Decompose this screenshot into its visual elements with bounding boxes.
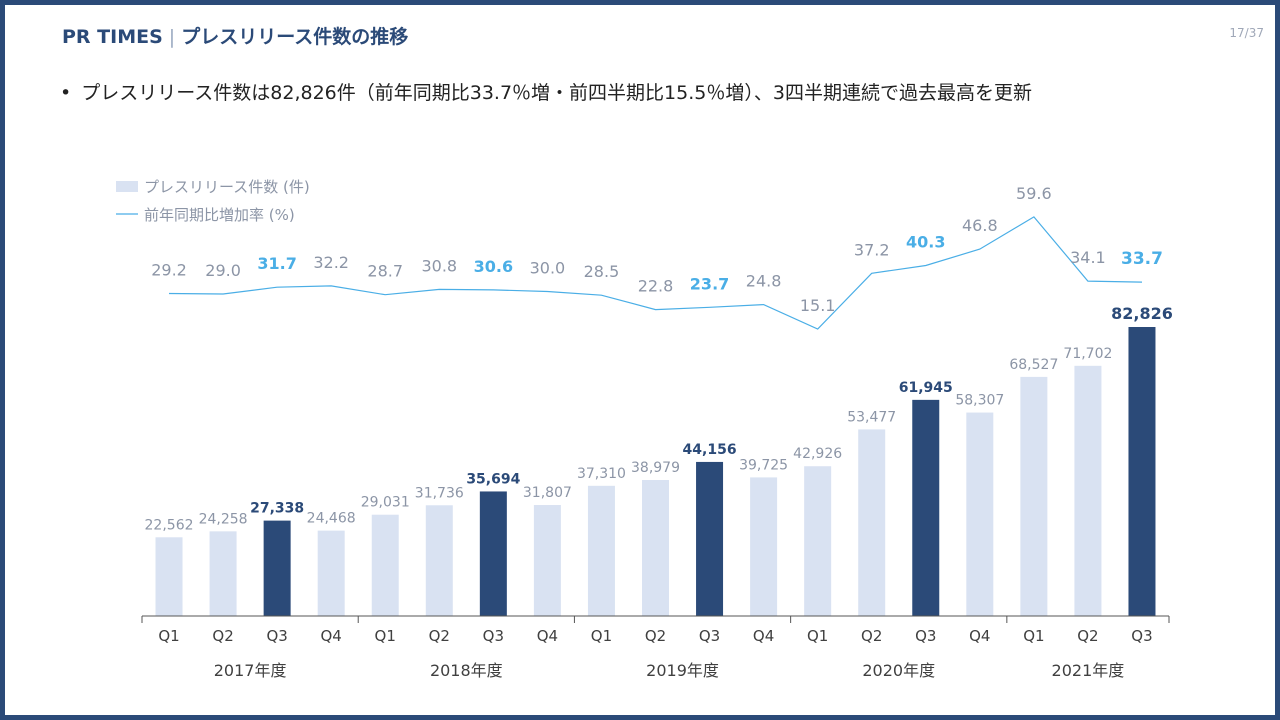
bar [750, 477, 778, 616]
rate-value-label: 22.8 [638, 277, 674, 296]
quarter-tick-label: Q4 [969, 627, 990, 645]
rate-value-label: 40.3 [906, 232, 945, 251]
rate-value-label: 37.2 [854, 240, 890, 259]
bar [966, 412, 994, 616]
rate-value-label: 30.6 [474, 257, 513, 276]
rate-value-label: 34.1 [1070, 248, 1106, 267]
quarter-tick-label: Q3 [483, 627, 504, 645]
bar [533, 505, 561, 616]
year-label: 2019年度 [646, 661, 719, 680]
rate-value-label: 59.6 [1016, 184, 1052, 203]
quarter-tick-label: Q2 [645, 627, 666, 645]
quarter-tick-label: Q2 [1077, 627, 1098, 645]
bar-value-label: 27,338 [250, 501, 304, 517]
quarter-tick-label: Q1 [375, 627, 396, 645]
quarter-tick-label: Q2 [429, 627, 450, 645]
rate-value-label: 46.8 [962, 216, 998, 235]
slide-title: プレスリリース件数の推移 [181, 26, 409, 48]
quarter-tick-label: Q4 [753, 627, 774, 645]
year-label: 2020年度 [862, 661, 935, 680]
quarter-tick-label: Q2 [212, 627, 233, 645]
legend-line-label: 前年同期比増加率 (%) [144, 206, 295, 224]
bar-value-label: 31,807 [523, 485, 572, 501]
rate-value-label: 15.1 [800, 296, 836, 315]
summary-text: プレスリリース件数は82,826件（前年同期比33.7％増・前四半期比15.5％… [81, 82, 1032, 104]
quarter-tick-label: Q3 [266, 627, 287, 645]
rate-value-label: 31.7 [257, 254, 296, 273]
quarter-tick-label: Q1 [807, 627, 828, 645]
rate-value-label: 24.8 [746, 272, 782, 291]
rate-value-label: 30.8 [421, 256, 457, 275]
year-label: 2017年度 [214, 661, 287, 680]
quarter-tick-label: Q3 [699, 627, 720, 645]
summary-bullet: • プレスリリース件数は82,826件（前年同期比33.7％増・前四半期比15.5… [60, 78, 1032, 105]
bar-value-label: 82,826 [1111, 304, 1173, 323]
legend-bar-label: プレスリリース件数 (件) [144, 178, 310, 196]
bar [263, 520, 291, 616]
bar-value-label: 58,307 [955, 393, 1004, 409]
bar-value-label: 31,736 [415, 485, 464, 501]
bar [912, 399, 940, 616]
bar [642, 479, 669, 616]
bar [371, 514, 399, 616]
quarter-tick-label: Q1 [591, 627, 612, 645]
bar-value-label: 35,694 [466, 471, 520, 487]
bar [858, 429, 886, 616]
year-label: 2018年度 [430, 661, 503, 680]
rate-value-label: 23.7 [690, 274, 729, 293]
bullet-marker: • [60, 82, 72, 104]
rate-value-label: 30.0 [530, 258, 566, 277]
bar-value-label: 44,156 [683, 442, 737, 458]
quarter-tick-label: Q2 [861, 627, 882, 645]
bar-value-label: 53,477 [847, 409, 896, 425]
rate-value-label: 29.0 [205, 261, 241, 280]
year-label: 2021年度 [1052, 661, 1125, 680]
rate-value-label: 28.5 [584, 262, 620, 281]
bar [425, 505, 453, 616]
rate-value-label: 29.2 [151, 260, 187, 279]
legend-bar-swatch [116, 181, 138, 192]
bar-value-label: 68,527 [1009, 357, 1058, 373]
rate-value-label: 32.2 [313, 253, 349, 272]
bar-value-label: 38,979 [631, 460, 680, 476]
slide-header: PR TIMES | プレスリリース件数の推移 [62, 22, 408, 49]
bar-value-label: 61,945 [899, 380, 953, 396]
bar [587, 485, 615, 616]
bar-value-label: 42,926 [793, 446, 842, 462]
bar [155, 537, 183, 616]
quarter-tick-label: Q4 [537, 627, 558, 645]
rate-value-label: 33.7 [1121, 249, 1163, 269]
quarter-tick-label: Q1 [1023, 627, 1044, 645]
brand-name: PR TIMES [62, 26, 163, 48]
bar [1128, 327, 1156, 616]
header-separator: | [168, 26, 176, 48]
bar-value-label: 29,031 [361, 495, 410, 511]
quarter-tick-label: Q3 [1131, 627, 1152, 645]
bar-value-label: 24,468 [307, 511, 356, 527]
bar [209, 531, 237, 616]
quarter-tick-label: Q3 [915, 627, 936, 645]
growth-rate-line [168, 216, 1143, 330]
quarter-tick-label: Q1 [158, 627, 179, 645]
bar [696, 461, 724, 616]
bar-value-label: 71,702 [1063, 346, 1112, 362]
bar-value-label: 39,725 [739, 457, 788, 473]
bar-value-label: 37,310 [577, 466, 626, 482]
bar [1074, 365, 1102, 616]
page-number: 17/37 [1229, 26, 1264, 40]
bar [1020, 376, 1048, 616]
bar [317, 530, 345, 616]
bar [479, 491, 507, 616]
bar [804, 466, 832, 616]
quarter-tick-label: Q4 [321, 627, 342, 645]
rate-value-label: 28.7 [367, 262, 403, 281]
bar-value-label: 22,562 [145, 517, 194, 533]
bar-value-label: 24,258 [199, 511, 248, 527]
